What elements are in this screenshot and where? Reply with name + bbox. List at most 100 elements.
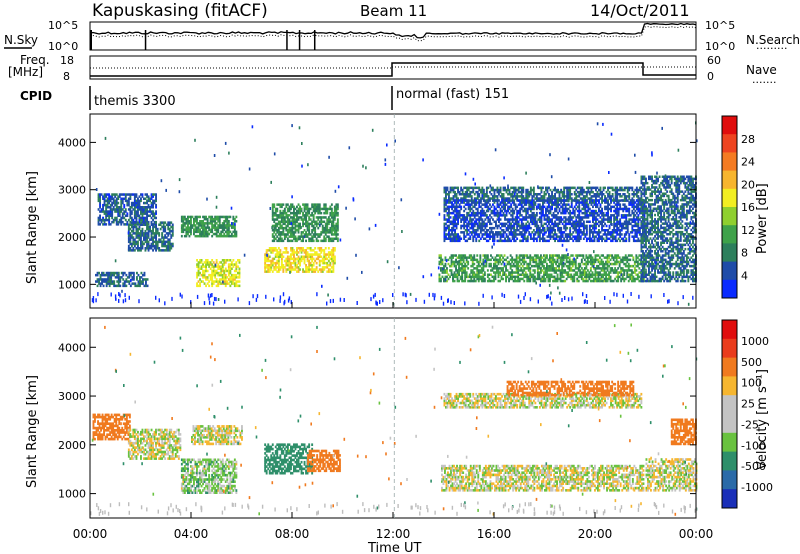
power-cell-1134	[205, 263, 207, 266]
power-cell-42	[103, 199, 106, 203]
power-cell-2796	[549, 269, 551, 272]
power-cell-741	[161, 240, 164, 244]
power-cell-2076	[323, 235, 326, 238]
power-cell-2913	[568, 264, 571, 268]
power-cell-977	[214, 228, 217, 231]
power-cell-1855	[293, 220, 295, 223]
power-cell-2418	[479, 271, 482, 274]
power-cell-4005	[452, 222, 455, 226]
power-cell-4166	[472, 239, 475, 243]
power-cell-3295	[639, 271, 642, 274]
power-cell-257	[137, 212, 139, 215]
power-cell-4191	[473, 203, 476, 206]
power-cell-2733	[538, 262, 541, 266]
power-cell-262	[137, 201, 139, 205]
power-cell-1269	[230, 280, 233, 283]
power-cell-2352	[467, 279, 470, 283]
power-cell-1149	[208, 261, 211, 264]
power-cell-107	[112, 199, 115, 203]
power-cell-1491	[297, 259, 300, 263]
power-cell-3933	[443, 199, 446, 202]
power-cell-1712	[276, 231, 279, 234]
power-cell-2701	[533, 279, 536, 283]
power-cell-2133	[330, 237, 333, 240]
power-cell-2773	[544, 256, 547, 259]
power-cell-1193	[217, 273, 220, 277]
power-cell-2122	[329, 237, 332, 240]
power-cell-2233	[444, 271, 447, 274]
power-cell-1411	[280, 255, 283, 258]
power-cell-1347	[268, 259, 271, 263]
power-cell-3853	[617, 188, 620, 192]
power-cell-100	[111, 195, 114, 198]
power-cell-97	[111, 203, 114, 207]
power-cell-2524	[499, 254, 501, 257]
power-cell-2442	[482, 254, 485, 257]
power-cell-1173	[212, 265, 215, 268]
power-cell-1533	[306, 259, 309, 263]
power-cell-1846	[291, 211, 294, 215]
power-cell-1203	[218, 267, 221, 270]
freq-unit: [MHz]	[8, 65, 43, 79]
power-cell-1786	[285, 233, 288, 236]
power-cell-3177	[615, 256, 618, 259]
power-cell-1129	[205, 278, 207, 281]
power-cell-3640	[548, 193, 550, 196]
power-cell-993	[217, 230, 220, 234]
power-cell-1614	[323, 259, 326, 263]
power-cell-433	[110, 280, 113, 283]
power-cell-4116	[466, 233, 469, 236]
power-cell-4309	[489, 237, 491, 240]
power-cell-691	[152, 236, 154, 239]
power-cell-2434	[482, 275, 485, 279]
power-cell-2654	[524, 271, 527, 274]
power-cell-3694	[566, 190, 569, 194]
power-cell-3328	[445, 197, 447, 200]
power-cell-3363	[455, 193, 458, 196]
power-cell-3099	[602, 267, 604, 270]
power-cell-4258	[481, 207, 484, 211]
power-cell-4216	[476, 211, 479, 215]
power-cell-2499	[494, 256, 497, 259]
power-cell-778	[167, 242, 170, 246]
power-cell-53	[105, 206, 108, 209]
power-cell-3095	[602, 279, 604, 283]
power-cell-1872	[294, 218, 297, 221]
power-cell-2807	[550, 264, 553, 268]
power-cell-3041	[593, 279, 595, 283]
power-cell-352	[150, 197, 153, 200]
power-cell-1883	[296, 214, 298, 217]
power-cell-1621	[324, 261, 327, 265]
power-cell-1440	[288, 266, 291, 269]
power-cell-143	[118, 214, 121, 217]
power-cell-2024	[315, 239, 318, 243]
power-cell-2765	[544, 279, 547, 283]
power-cell-447	[114, 284, 117, 288]
power-cell-3604	[535, 193, 538, 196]
power-cell-938	[205, 228, 207, 231]
nsky-trace	[89, 22, 697, 39]
power-cell-1750	[280, 233, 283, 236]
power-cell-4155	[470, 231, 473, 234]
power-cell-1560	[311, 259, 314, 263]
power-cell-1385	[276, 255, 279, 258]
power-cell-2255	[450, 264, 453, 268]
power-cell-2557	[506, 256, 509, 259]
power-cell-911	[200, 232, 203, 236]
power-cell-1276	[232, 282, 235, 285]
power-cell-2608	[517, 275, 520, 279]
power-cell-3917	[443, 237, 446, 240]
power-cell-4087	[461, 214, 464, 217]
power-cell-2876	[561, 258, 564, 262]
power-cell-246	[135, 214, 138, 217]
power-cell-576	[133, 240, 136, 244]
power-cell-3878	[626, 188, 629, 192]
power-cell-137	[117, 206, 120, 209]
power-cell-146	[118, 208, 121, 211]
power-cell-846	[187, 228, 189, 231]
power-cell-4439	[504, 201, 506, 204]
power-cell-3612	[538, 186, 541, 190]
power-cell-649	[146, 242, 148, 246]
power-cell-2435	[482, 273, 485, 276]
power-cell-312	[144, 208, 147, 211]
